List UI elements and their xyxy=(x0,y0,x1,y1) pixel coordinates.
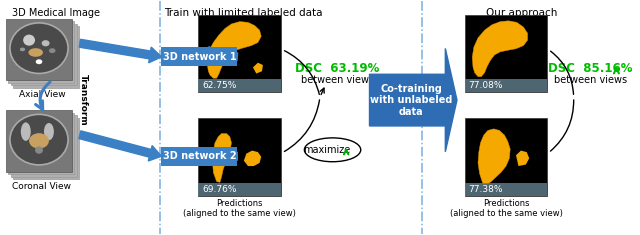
Text: Our approach: Our approach xyxy=(486,8,558,18)
Ellipse shape xyxy=(44,123,54,140)
Ellipse shape xyxy=(21,122,31,141)
Text: Coronal View: Coronal View xyxy=(12,182,72,191)
FancyBboxPatch shape xyxy=(161,147,237,166)
Ellipse shape xyxy=(20,47,25,51)
Text: 3D network 2: 3D network 2 xyxy=(163,151,236,161)
Text: Transform: Transform xyxy=(79,74,88,126)
Ellipse shape xyxy=(10,23,68,74)
Text: 3D network 1: 3D network 1 xyxy=(163,52,236,62)
Ellipse shape xyxy=(49,48,56,53)
Polygon shape xyxy=(198,149,237,164)
Text: Train with limited labeled data: Train with limited labeled data xyxy=(164,8,323,18)
Ellipse shape xyxy=(42,40,49,46)
Polygon shape xyxy=(478,129,510,184)
FancyBboxPatch shape xyxy=(13,26,79,88)
Text: DSC  63.19%: DSC 63.19% xyxy=(295,62,380,75)
FancyBboxPatch shape xyxy=(465,118,547,196)
Ellipse shape xyxy=(29,133,49,149)
Ellipse shape xyxy=(36,59,42,64)
FancyBboxPatch shape xyxy=(8,113,74,174)
Polygon shape xyxy=(212,133,232,182)
Ellipse shape xyxy=(10,114,68,165)
Text: 3D Medical Image: 3D Medical Image xyxy=(12,8,100,18)
Polygon shape xyxy=(79,131,161,161)
Polygon shape xyxy=(244,151,261,166)
Ellipse shape xyxy=(305,138,361,162)
Polygon shape xyxy=(79,39,161,63)
FancyBboxPatch shape xyxy=(465,79,547,92)
FancyBboxPatch shape xyxy=(198,15,281,92)
FancyBboxPatch shape xyxy=(198,118,281,196)
FancyBboxPatch shape xyxy=(465,15,547,92)
Text: 77.08%: 77.08% xyxy=(468,81,503,90)
FancyBboxPatch shape xyxy=(465,183,547,196)
Text: Co-training
with unlabeled
data: Co-training with unlabeled data xyxy=(370,83,452,117)
Text: between views: between views xyxy=(301,75,374,85)
Ellipse shape xyxy=(35,146,43,154)
Text: maximize: maximize xyxy=(303,145,350,155)
Ellipse shape xyxy=(28,48,43,57)
FancyBboxPatch shape xyxy=(198,79,281,92)
Text: 69.76%: 69.76% xyxy=(202,184,237,194)
Ellipse shape xyxy=(23,35,35,46)
FancyBboxPatch shape xyxy=(11,24,77,85)
FancyBboxPatch shape xyxy=(198,183,281,196)
FancyBboxPatch shape xyxy=(8,21,74,83)
Text: 62.75%: 62.75% xyxy=(202,81,237,90)
FancyBboxPatch shape xyxy=(11,115,77,177)
Text: Axial View: Axial View xyxy=(19,90,65,99)
FancyBboxPatch shape xyxy=(13,118,79,179)
Text: 77.38%: 77.38% xyxy=(468,184,503,194)
Text: between views: between views xyxy=(554,75,627,85)
Polygon shape xyxy=(198,47,237,62)
Polygon shape xyxy=(472,21,527,77)
Text: DSC  85.16%: DSC 85.16% xyxy=(548,62,632,75)
Text: Predictions
(aligned to the same view): Predictions (aligned to the same view) xyxy=(450,199,563,218)
Polygon shape xyxy=(207,22,261,78)
FancyBboxPatch shape xyxy=(6,19,72,80)
Polygon shape xyxy=(253,63,263,74)
Text: Predictions
(aligned to the same view): Predictions (aligned to the same view) xyxy=(183,199,296,218)
Polygon shape xyxy=(516,151,529,166)
FancyBboxPatch shape xyxy=(6,110,72,172)
Polygon shape xyxy=(369,48,457,152)
FancyBboxPatch shape xyxy=(161,47,237,66)
